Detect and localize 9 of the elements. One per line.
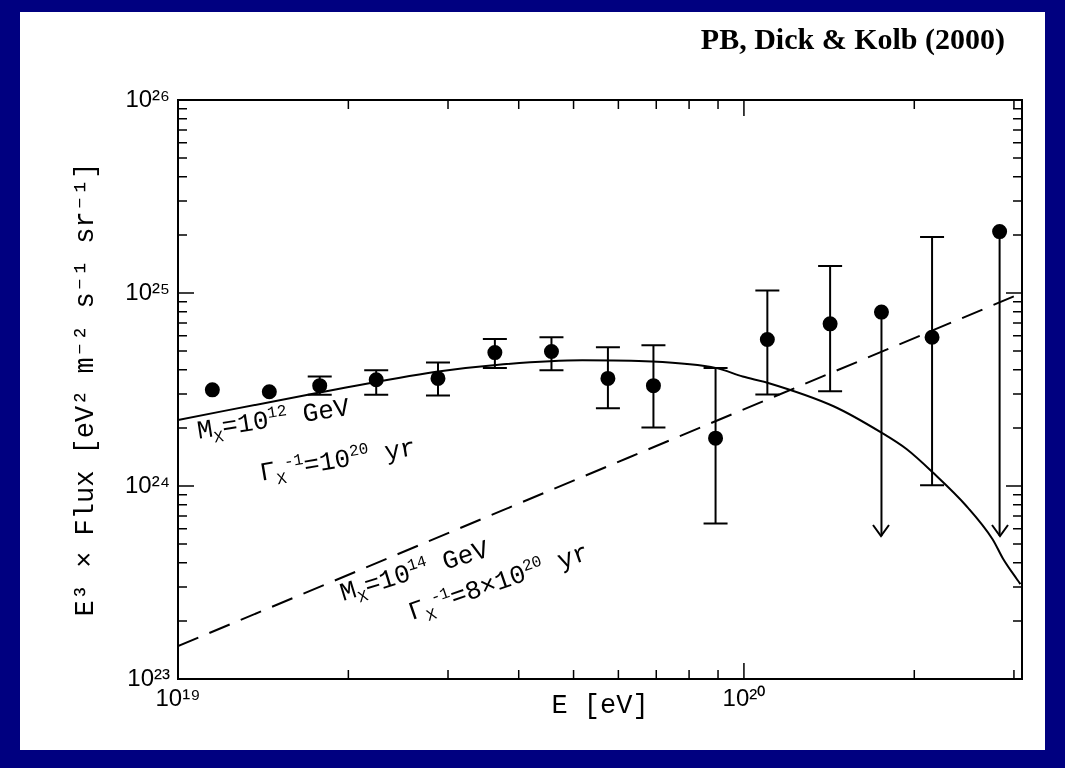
x-tick-label: 10²⁰ [722, 684, 766, 712]
y-axis-title: E³ × Flux [eV² m⁻² s⁻¹ sr⁻¹] [71, 162, 102, 617]
chart-title: PB, Dick & Kolb (2000) [700, 22, 1005, 56]
y-tick-label: 10²⁴ [125, 470, 170, 498]
y-tick-label: 10²⁵ [125, 277, 170, 305]
x-axis-title: E [eV] [551, 690, 649, 721]
y-tick-label: 10²⁶ [125, 84, 170, 112]
annotation: Γ$_{X}$$^{-1}$=10$^{20}$ yr [257, 433, 419, 490]
x-tick-label: 10¹⁹ [155, 684, 201, 712]
